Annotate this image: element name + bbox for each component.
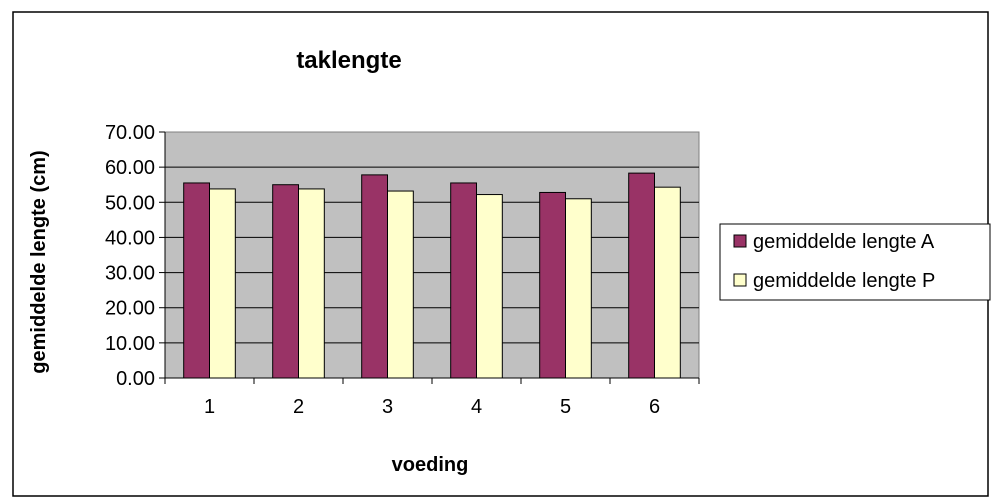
x-axis-label: voeding	[392, 454, 469, 476]
y-tick-label: 30.00	[105, 263, 155, 285]
axes	[159, 131, 700, 384]
y-tick-label: 20.00	[105, 298, 155, 320]
x-tick-label: 3	[382, 396, 393, 418]
x-tick-labels: 1 2 3 4 5 6	[204, 396, 660, 418]
bar-series-a	[183, 182, 211, 379]
y-tick-label: 40.00	[105, 227, 155, 249]
bar-series-p	[565, 198, 592, 379]
y-tick-label: 0.00	[116, 368, 155, 390]
bar-series-p	[298, 188, 325, 379]
legend-swatch-p	[733, 273, 747, 287]
plot-area	[164, 131, 700, 379]
bars	[183, 172, 681, 379]
y-tick-label: 10.00	[105, 333, 155, 355]
x-tick-label: 5	[560, 396, 571, 418]
y-tick-label: 60.00	[105, 157, 155, 179]
bar-series-a	[450, 182, 478, 379]
bar-series-a	[539, 191, 567, 379]
bar-series-a	[628, 172, 656, 379]
bar-series-p	[209, 188, 236, 379]
bar-series-p	[476, 194, 503, 379]
gridlines	[165, 166, 699, 344]
y-tick-label: 70.00	[105, 122, 155, 144]
chart-title: taklengte	[296, 47, 401, 74]
x-tick-label: 6	[649, 396, 660, 418]
legend-label-a: gemiddelde lengte A	[753, 231, 935, 253]
bar-series-p	[387, 190, 414, 379]
bar-series-a	[272, 184, 300, 379]
y-tick-labels: 0.00 10.00 20.00 30.00 40.00 50.00 60.00 70.00	[105, 122, 155, 390]
bar-series-a	[361, 174, 389, 379]
x-tick-label: 2	[293, 396, 304, 418]
legend-box	[719, 223, 991, 301]
legend: gemiddelde lengte A gemiddelde lengte P	[719, 223, 991, 301]
x-tick-label: 4	[471, 396, 482, 418]
y-axis-label: gemiddelde lengte (cm)	[28, 150, 50, 373]
y-tick-label: 50.00	[105, 192, 155, 214]
x-tick-label: 1	[204, 396, 215, 418]
legend-swatch-a	[733, 234, 747, 248]
legend-label-p: gemiddelde lengte P	[753, 270, 935, 292]
bar-series-p	[654, 186, 681, 379]
